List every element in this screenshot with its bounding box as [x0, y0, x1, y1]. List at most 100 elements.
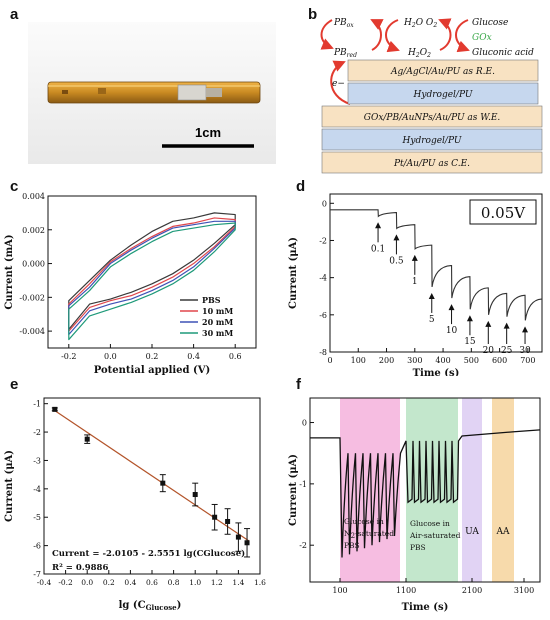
- redox-arrow-mid: [385, 19, 400, 53]
- y-tick-label: -8: [319, 348, 327, 357]
- step-arrowhead-4: [448, 304, 455, 311]
- y-tick-label: -2: [319, 236, 327, 245]
- region-0-label-l2: N2-saturated: [344, 529, 394, 540]
- panel-b-schematic: PBox PBred H2O O2 H2O2 Glucose GOx Gluco…: [320, 18, 543, 174]
- y-tick-label: 0.002: [22, 226, 45, 235]
- cv-curve-3: [68, 222, 236, 341]
- x-tick-label: 2100: [462, 586, 482, 595]
- y-tick-label: -3: [33, 456, 41, 465]
- redox-arrow-right: [455, 19, 470, 53]
- y-tick-label: 0.004: [22, 192, 45, 201]
- layer-3: [321, 128, 543, 151]
- x-tick-label: 0.2: [146, 352, 159, 361]
- x-tick-label: 0.2: [103, 578, 115, 587]
- step-label-1: 0.5: [389, 256, 404, 266]
- r-squared: R² = 0.9886: [52, 563, 108, 573]
- redox-arrow-left: [320, 19, 334, 50]
- redox-arrow-mid2: [370, 19, 384, 51]
- step-arrowhead-3: [428, 292, 435, 299]
- x-tick-label: 700: [520, 356, 535, 365]
- step-arrowhead-8: [522, 326, 529, 333]
- region-0-label-l1: Glucose in: [344, 517, 384, 526]
- x-tick-label: -0.2: [58, 578, 73, 587]
- step-label-5: 15: [464, 337, 476, 347]
- data-point-6: [235, 534, 241, 540]
- data-point-4: [212, 514, 218, 520]
- data-point-1: [84, 436, 90, 442]
- fit-equation: Current = -2.0105 - 2.5551 lg(CGlucose): [52, 548, 245, 559]
- step-arrowhead-5: [466, 315, 473, 322]
- y-tick-label: -7: [33, 570, 41, 579]
- y-tick-label: -6: [319, 311, 327, 320]
- x-axis-label: Time (s): [402, 602, 449, 613]
- potential-label: 0.05V: [481, 204, 526, 222]
- x-tick-label: 1.2: [211, 578, 223, 587]
- plot-frame: [309, 397, 541, 583]
- layer-1: [347, 82, 539, 105]
- chart-e-calibration: -0.4 -0.2 0.0 0.2 0.4 0.6 0.8 1.0 1.2 1.4 1.6 -1 -2 -…: [4, 397, 266, 612]
- electrode-strip: [47, 81, 261, 104]
- legend-label-0: PBS: [202, 295, 221, 305]
- y-tick-label: -0.002: [19, 293, 45, 302]
- step-arrowhead-6: [485, 320, 492, 327]
- gox-label: GOx: [472, 33, 492, 43]
- layer-0-label: Ag/AgCl/Au/PU as R.E.: [390, 67, 495, 77]
- redox-arrow-right2: [438, 18, 452, 51]
- x-tick-label: 0.0: [81, 578, 93, 587]
- legend-label-3: 30 mM: [202, 328, 233, 338]
- region-0-label-l3: PBS: [344, 541, 360, 550]
- region-1-label-l2: Air-saturated: [409, 531, 461, 540]
- x-tick-label: 0.4: [187, 352, 200, 361]
- x-tick-label: -0.4: [37, 578, 52, 587]
- panel-a-photo: 1cm: [28, 22, 276, 164]
- current-trace: [330, 209, 542, 321]
- step-label-6: 20: [483, 346, 495, 356]
- x-tick-label: 600: [492, 356, 507, 365]
- glucose-label: Glucose: [472, 18, 508, 28]
- x-tick-label: 0.8: [168, 578, 180, 587]
- region-2: [462, 398, 482, 582]
- region-1-label-l3: PBS: [410, 543, 426, 552]
- layer-3-label: Hydrogel/PU: [402, 136, 462, 146]
- electron-label: e−: [332, 79, 345, 89]
- x-axis-label: lg (CGlucose): [119, 600, 182, 612]
- x-tick-label: 300: [407, 356, 422, 365]
- y-tick-label: 0.000: [22, 260, 45, 269]
- layer-stack: Ag/AgCl/Au/PU as R.E. Hydrogel/PU GOx/PB/A…: [321, 59, 543, 174]
- x-tick-label: 1.6: [254, 578, 266, 587]
- y-tick-label: -4: [319, 274, 327, 283]
- x-tick-label: -0.2: [61, 352, 76, 361]
- region-3: [492, 398, 514, 582]
- y-tick-label: -6: [33, 542, 41, 551]
- layer-0: [347, 59, 539, 82]
- x-axis-label: Time (s): [413, 368, 460, 376]
- y-tick-label: -1: [299, 480, 307, 489]
- step-label-7: 25: [501, 346, 513, 356]
- step-label-4: 10: [446, 326, 458, 336]
- step-label-2: 1: [412, 277, 418, 287]
- y-tick-label: 0: [322, 199, 327, 208]
- plot-frame: [329, 193, 543, 353]
- data-point-5: [225, 518, 231, 524]
- data-point-0: [52, 406, 58, 412]
- chart-f-selectivity: 100 1100 2100 3100 0 -1 -2 Time (s) Current (μA)…: [288, 397, 541, 613]
- h2o2-label: H2O2: [407, 48, 431, 59]
- x-tick-label: 200: [379, 356, 394, 365]
- y-tick-label: -0.004: [19, 327, 45, 336]
- y-axis-label: Current (μA): [288, 454, 299, 526]
- legend-label-1: 10 mM: [202, 306, 233, 316]
- layer-2: [321, 105, 543, 128]
- x-tick-label: 400: [435, 356, 450, 365]
- legend-label-2: 20 mM: [202, 317, 233, 327]
- panel-e-label: e: [10, 376, 19, 393]
- y-tick-label: -1: [33, 400, 41, 409]
- step-arrowhead-2: [411, 254, 418, 261]
- y-axis-label: Current (mA): [4, 234, 15, 309]
- x-tick-label: 0.6: [146, 578, 158, 587]
- h2o-o2-label: H2O O2: [403, 18, 437, 29]
- pb-red-label: PBred: [333, 48, 357, 59]
- y-tick-label: -2: [299, 541, 307, 550]
- electron-arrow: [330, 60, 351, 105]
- data-point-3: [192, 492, 198, 498]
- panel-d-label: d: [296, 178, 306, 195]
